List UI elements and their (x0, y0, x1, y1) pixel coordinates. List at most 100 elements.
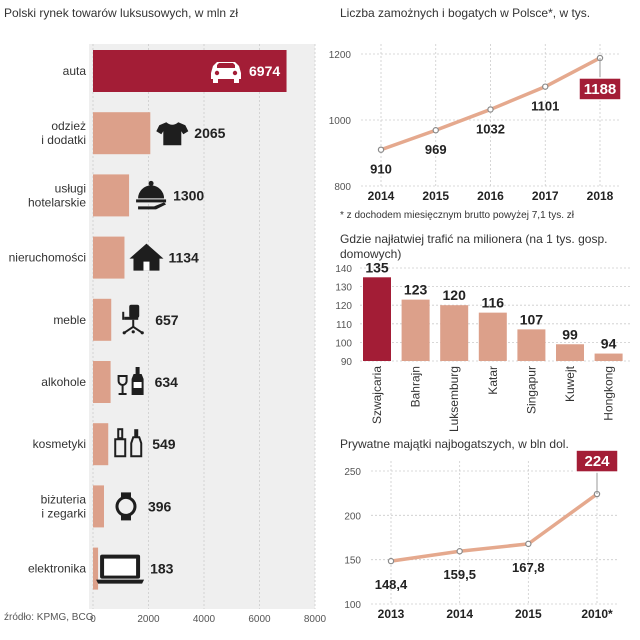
bar (478, 312, 507, 361)
y-tick-label: 130 (335, 283, 352, 294)
bar (93, 174, 130, 217)
value-label: 2065 (194, 125, 225, 141)
x-tick-label: 2013 (378, 607, 405, 621)
x-tick-label: 2016 (477, 189, 504, 203)
value-label: 634 (155, 374, 179, 390)
x-tick-label: 2000 (137, 614, 160, 625)
value-label: 657 (155, 312, 179, 328)
bar (93, 112, 151, 155)
bar (93, 298, 112, 341)
category-label: Bahrajn (409, 366, 423, 407)
y-tick-label: 100 (344, 600, 361, 611)
bar (556, 344, 584, 361)
category-label: elektronika (28, 562, 86, 576)
value-label: 167,8 (512, 560, 545, 575)
x-tick-label: 0 (90, 614, 96, 625)
highlight-badge (575, 449, 619, 473)
value-label: 1300 (173, 187, 204, 203)
y-tick-label: 250 (344, 467, 361, 478)
bar (93, 485, 104, 528)
luxury-market-bars: 0 2000 4000 6000 8000 auta 6974 odzież i dodatki… (9, 44, 327, 625)
value-label: 148,4 (375, 577, 408, 592)
y-tick-label: 90 (341, 357, 353, 368)
data-point (432, 127, 439, 134)
y-tick-label: 800 (334, 182, 351, 193)
category-label: alkohole (41, 375, 86, 389)
y-tick-label: 120 (335, 301, 352, 312)
value-label: 94 (601, 336, 617, 352)
series-line (390, 492, 599, 563)
value-label: 910 (370, 162, 392, 177)
value-label: 107 (520, 311, 544, 327)
value-label: 159,5 (443, 567, 476, 582)
wealthy-count-line-chart: 800 1000 1200 2014 2015 2016 2017 2018 910 969 103… (329, 44, 622, 203)
x-tick-label: 2015 (515, 607, 542, 621)
bar (363, 277, 391, 361)
category-label: Singapur (524, 366, 538, 414)
y-tick-label: 200 (344, 511, 361, 522)
value-label: 1134 (168, 250, 199, 266)
value-label: 549 (152, 436, 176, 452)
value-label: 6974 (249, 63, 280, 79)
wealthy-count-footnote: * z dochodem miesięcznym brutto powyżej … (340, 210, 575, 221)
wealthy-count-title: Liczba zamożnych i bogatych w Polsce*, w… (340, 6, 590, 20)
data-point (487, 106, 494, 113)
category-label: odzież i dodatki (41, 119, 86, 147)
y-tick-label: 100 (335, 338, 352, 349)
value-label: 123 (404, 282, 428, 298)
value-label: 183 (150, 561, 174, 577)
category-label: kosmetyki (33, 437, 86, 451)
x-tick-label: 2014 (368, 189, 395, 203)
x-tick-label: 2014 (446, 607, 473, 621)
millionaire-density-title-line2: domowych) (340, 247, 401, 261)
data-point (525, 540, 532, 548)
private-wealth-title: Prywatne majątki najbogatszych, w bln do… (340, 437, 569, 451)
category-label: meble (53, 313, 86, 327)
highlight-badge (578, 77, 622, 101)
x-tick-label: 4000 (193, 614, 216, 625)
value-label: 1032 (476, 121, 505, 136)
category-label: usługi hotelarskie (28, 181, 86, 209)
y-tick-label: 140 (335, 264, 352, 275)
value-label: 99 (562, 326, 578, 342)
value-label: 116 (482, 295, 505, 311)
x-tick-label: 6000 (248, 614, 271, 625)
highlight-value-label: 1188 (584, 81, 617, 98)
source-note: źródło: KPMG, BCG (4, 612, 94, 623)
data-point (377, 146, 385, 153)
category-label: biżuteria i zegarki (41, 492, 87, 520)
y-tick-label: 110 (336, 320, 352, 331)
y-tick-label: 1200 (329, 50, 352, 61)
bar (401, 299, 430, 361)
bar (440, 305, 469, 361)
bar (93, 547, 99, 590)
category-label: nieruchomości (9, 251, 86, 265)
private-wealth-line-chart: 100 150 200 250 2013 2014 2015 2010* 148,4 159,5 1… (344, 449, 619, 621)
x-tick-label: 2015 (422, 189, 449, 203)
y-tick-label: 150 (344, 556, 361, 567)
x-tick-label: 2018 (587, 189, 614, 203)
data-point (387, 557, 395, 565)
y-tick-label: 1000 (329, 116, 352, 127)
x-tick-label: 2017 (532, 189, 559, 203)
category-label: auta (63, 64, 87, 78)
data-point (456, 548, 463, 555)
value-label: 135 (365, 259, 389, 275)
value-label: 396 (148, 498, 172, 514)
millionaire-density-bars: 90 100 110 120 130 140 135 Szwajcaria 123 Bahrajn… (335, 259, 632, 432)
value-label: 969 (425, 142, 447, 157)
bar (93, 361, 111, 403)
data-point (542, 83, 549, 90)
highlight-value-label: 224 (584, 453, 610, 470)
bar (93, 423, 109, 466)
millionaire-density-title-line1: Gdzie najłatwiej trafić na milionera (na… (340, 232, 607, 246)
category-label: Luksemburg (447, 366, 461, 432)
category-label: Hongkong (602, 366, 616, 421)
category-label: Kuwejt (563, 365, 577, 402)
luxury-market-title: Polski rynek towarów luksusowych, w mln … (4, 6, 238, 20)
value-label: 120 (443, 287, 467, 303)
bar (594, 353, 623, 361)
value-label: 1101 (531, 99, 559, 114)
x-tick-label: 2010* (581, 607, 613, 621)
